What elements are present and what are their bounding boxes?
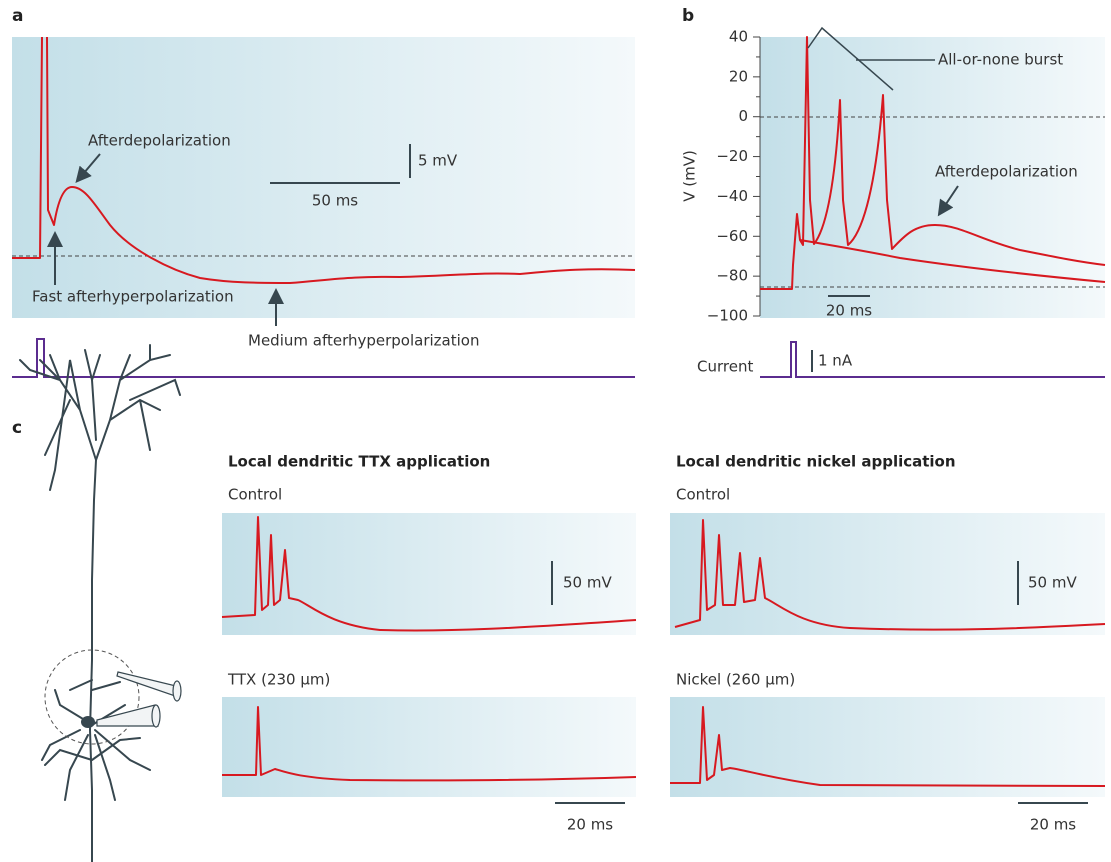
trace-label: Control (228, 486, 282, 504)
y-tick-label: −100 (707, 307, 748, 325)
scale-label: 50 mV (563, 574, 612, 592)
annotation: Afterdepolarization (88, 132, 231, 150)
annotation: Medium afterhyperpolarization (248, 332, 479, 350)
trace-label: Control (676, 486, 730, 504)
voltage-trace (674, 519, 1106, 631)
voltage-trace (799, 239, 1106, 283)
scale-label: 1 nA (818, 352, 853, 370)
stimulus-label: Current (697, 358, 753, 376)
y-tick-label: 20 (729, 67, 748, 85)
stimulus-trace (12, 338, 635, 378)
trace-label: Nickel (260 μm) (676, 671, 795, 689)
plot-background (670, 697, 1105, 797)
voltage-trace (12, 36, 636, 284)
bracket (807, 26, 894, 91)
panel-label: a (12, 6, 23, 26)
annotation: Afterdepolarization (935, 163, 1078, 181)
plot-background (222, 513, 636, 635)
y-tick-label: −40 (716, 187, 748, 205)
voltage-trace (670, 706, 1106, 787)
stimulus-trace (760, 341, 1105, 378)
panel-label: b (682, 6, 694, 26)
y-tick-label: 40 (729, 28, 748, 46)
y-tick-label: 0 (738, 107, 748, 125)
trace-label: TTX (230 μm) (227, 671, 330, 689)
neuron-drawing (19, 344, 182, 862)
plot-background (222, 697, 636, 797)
column-title: Local dendritic TTX application (228, 453, 490, 471)
arrow (937, 185, 959, 217)
scale-label: 50 ms (312, 192, 358, 210)
scale-label: 20 ms (1030, 816, 1076, 834)
annotation: Fast afterhyperpolarization (32, 288, 234, 306)
column-title: Local dendritic nickel application (676, 453, 956, 471)
scale-label: 50 mV (1028, 574, 1077, 592)
voltage-trace (222, 706, 637, 782)
scale-label: 20 ms (826, 302, 872, 320)
plot-background (760, 37, 1105, 318)
panel-label: c (12, 418, 22, 438)
arrow (75, 153, 101, 184)
voltage-trace (760, 36, 1106, 290)
y-tick-label: −80 (716, 267, 748, 285)
y-axis-label: V (mV) (681, 150, 699, 202)
annotation: All-or-none burst (938, 51, 1063, 69)
voltage-trace (221, 516, 637, 632)
scale-label: 20 ms (567, 816, 613, 834)
y-tick-label: −20 (716, 147, 748, 165)
scale-label: 5 mV (418, 152, 458, 170)
plot-background (12, 37, 635, 318)
y-tick-label: −60 (716, 227, 748, 245)
